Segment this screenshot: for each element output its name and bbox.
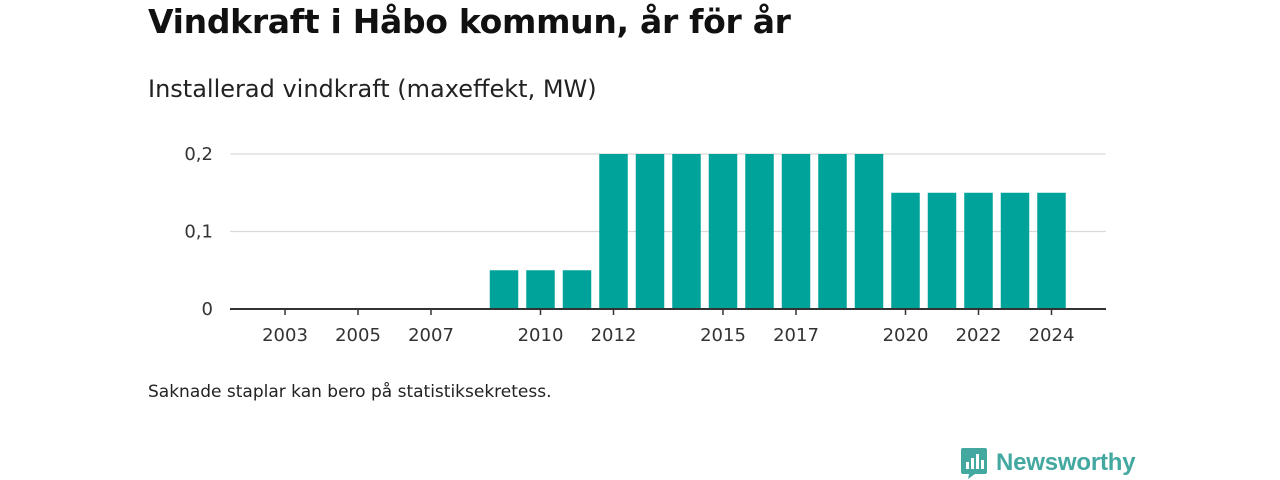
bar-2013: [635, 154, 665, 309]
bar-2022: [964, 192, 993, 309]
y-tick-label: 0: [202, 299, 213, 320]
bar-2021: [927, 192, 957, 309]
x-tick-label: 2003: [262, 325, 308, 346]
x-tick-label: 2015: [700, 325, 746, 346]
x-tick-label: 2010: [518, 325, 564, 346]
gridlines: [230, 153, 1106, 233]
newsworthy-logo: Newsworthy: [960, 446, 1136, 480]
y-tick-label: 0,2: [184, 144, 213, 165]
bar-2019: [854, 154, 884, 309]
bars: [489, 154, 1066, 309]
x-tick-label: 2005: [335, 325, 381, 346]
bar-2015: [708, 154, 738, 309]
bar-chart: 0 0,1 0,2 2003 2005 2007 2010 2012 2015 2017 2020 2…: [184, 144, 1106, 346]
bar-2010: [526, 270, 555, 309]
bar-2023: [1000, 192, 1030, 309]
y-tick-label: 0,1: [184, 222, 213, 243]
x-tick-label: 2017: [773, 325, 819, 346]
chart-title: Vindkraft i Håbo kommun, år för år: [148, 2, 791, 41]
bar-2009: [489, 270, 519, 309]
footnote: Saknade staplar kan bero på statistiksek…: [148, 382, 552, 402]
bar-2012: [599, 154, 628, 309]
bar-2011: [562, 270, 592, 309]
x-tick-label: 2007: [408, 325, 454, 346]
bar-2017: [781, 154, 811, 309]
bar-2020: [891, 192, 920, 309]
x-tick-label: 2024: [1029, 325, 1075, 346]
x-tick-label: 2020: [883, 325, 929, 346]
chart-subtitle: Installerad vindkraft (maxeffekt, MW): [148, 75, 597, 103]
bar-2018: [818, 154, 847, 309]
axes: 0 0,1 0,2 2003 2005 2007 2010 2012 2015 2017 2020 2…: [184, 144, 1106, 346]
newsworthy-logo-text: Newsworthy: [996, 449, 1136, 476]
x-tick-label: 2022: [956, 325, 1002, 346]
bar-2014: [672, 154, 701, 309]
bar-2016: [745, 154, 774, 309]
bar-2024: [1037, 192, 1066, 309]
newsworthy-logo-icon: [961, 448, 987, 479]
x-tick-label: 2012: [591, 325, 637, 346]
